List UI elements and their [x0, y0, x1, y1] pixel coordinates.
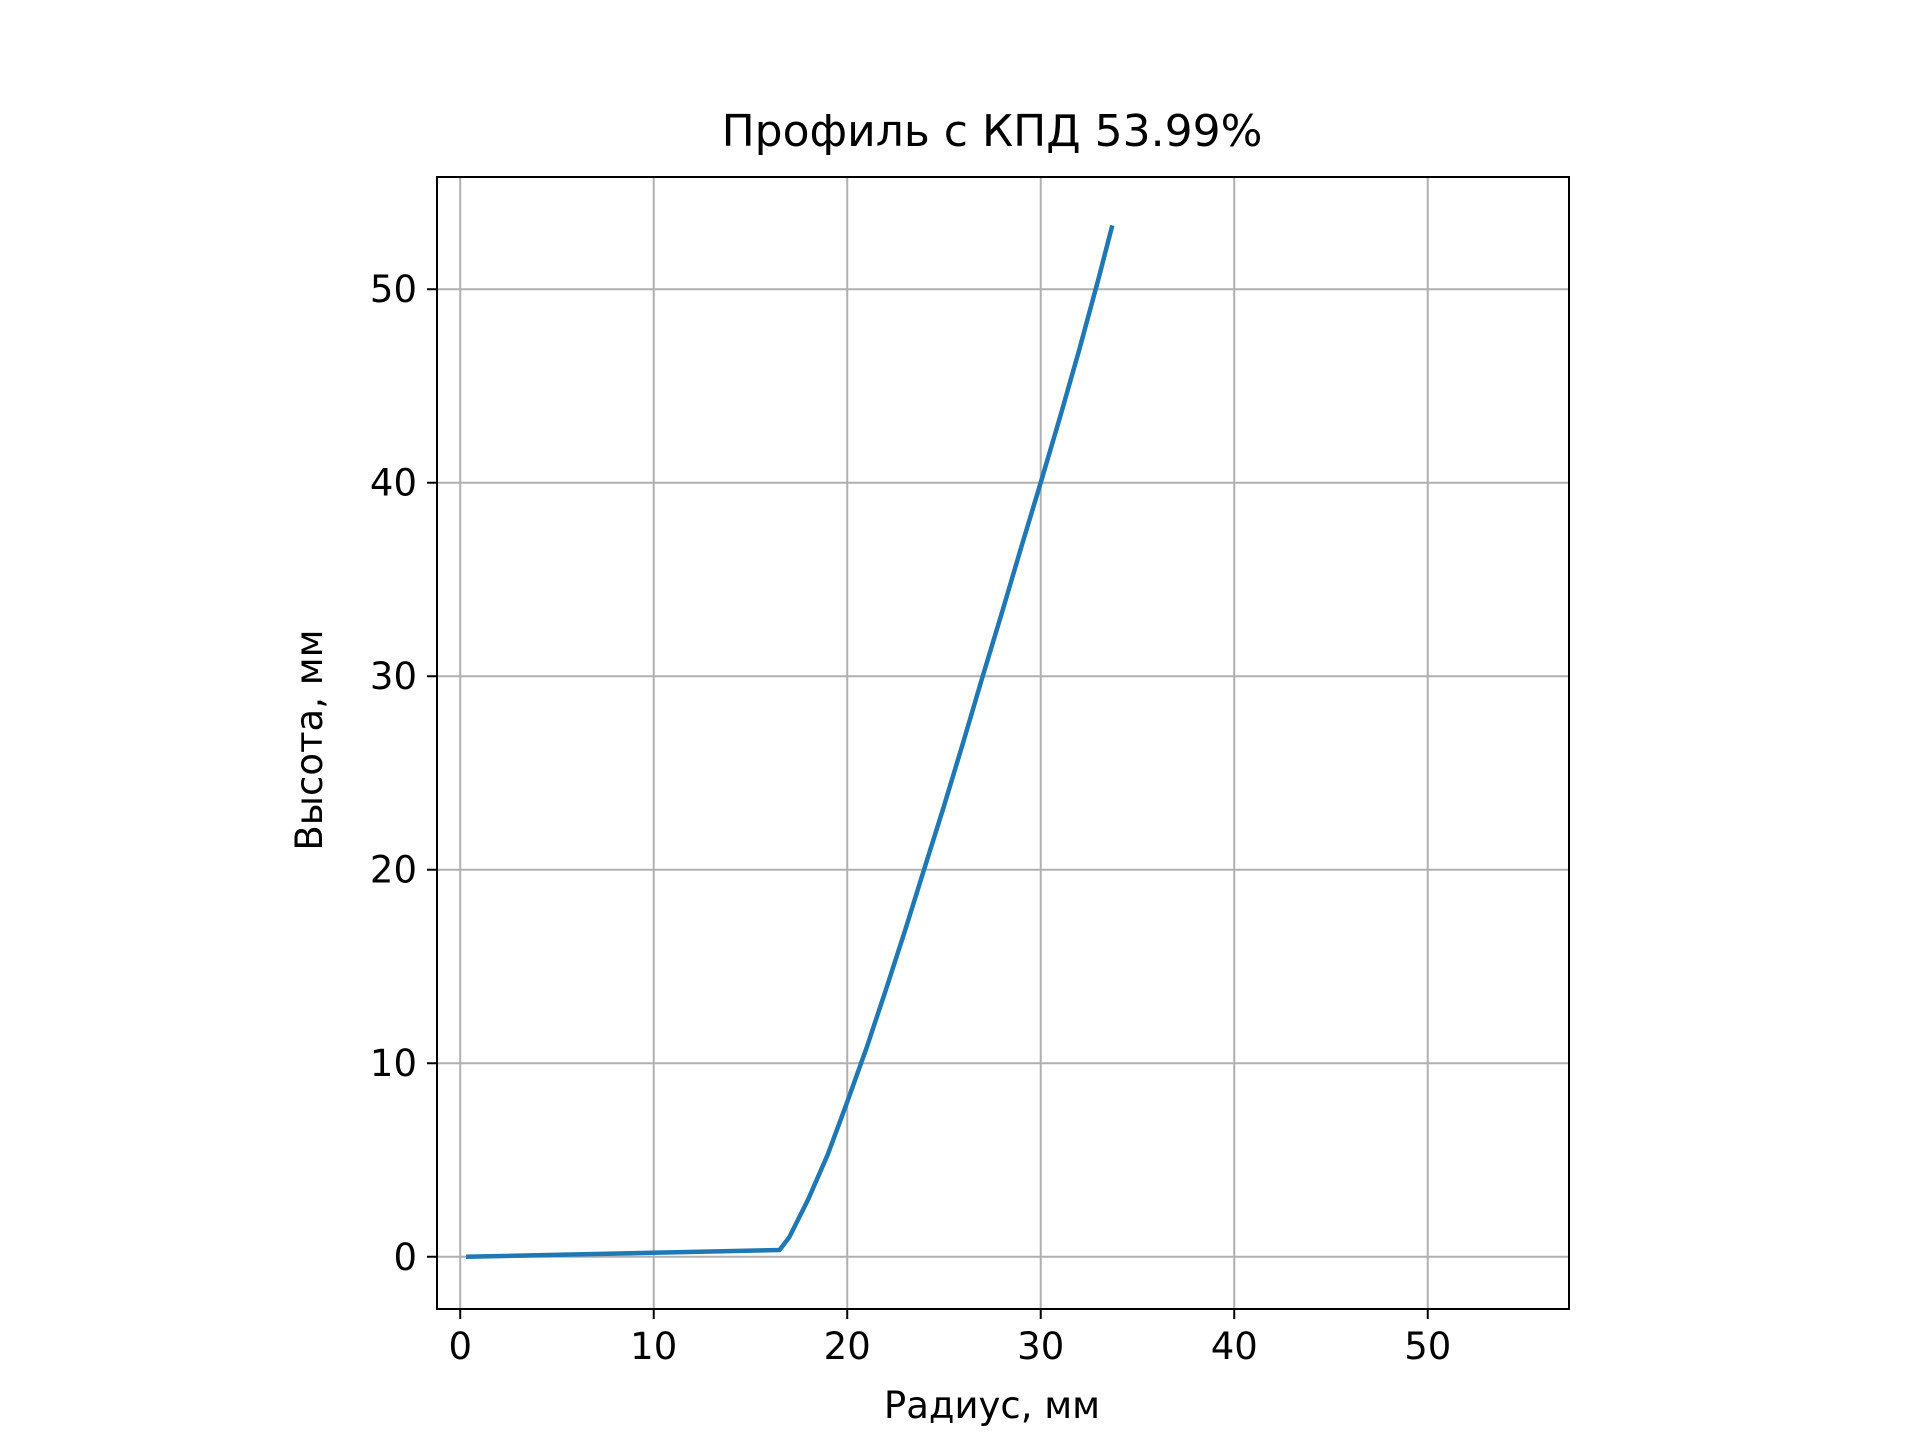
- x-tick-label: 20: [824, 1325, 871, 1368]
- axis-ticks: 0 10 20 30 40 50 0 10 20 30 40 50: [370, 268, 1451, 1368]
- x-axis-label: Радиус, мм: [884, 1384, 1100, 1427]
- x-tick-label: 50: [1404, 1325, 1451, 1368]
- grid: [437, 177, 1569, 1309]
- y-tick-label: 30: [370, 655, 417, 698]
- profile-series-line: [465, 224, 1115, 1260]
- y-tick-label: 40: [370, 462, 417, 505]
- y-tick-label: 10: [370, 1042, 417, 1085]
- series-layer: [465, 224, 1115, 1260]
- x-tick-label: 40: [1211, 1325, 1258, 1368]
- plot-frame: [436, 176, 1570, 1310]
- y-tick-label: 50: [370, 268, 417, 311]
- chart-title: Профиль с КПД 53.99%: [722, 106, 1263, 157]
- x-tick-label: 0: [448, 1325, 472, 1368]
- y-axis-label: Высота, мм: [288, 629, 331, 850]
- x-tick-label: 30: [1017, 1325, 1064, 1368]
- y-tick-label: 0: [393, 1236, 417, 1279]
- y-tick-label: 20: [370, 849, 417, 892]
- x-tick-label: 10: [630, 1325, 677, 1368]
